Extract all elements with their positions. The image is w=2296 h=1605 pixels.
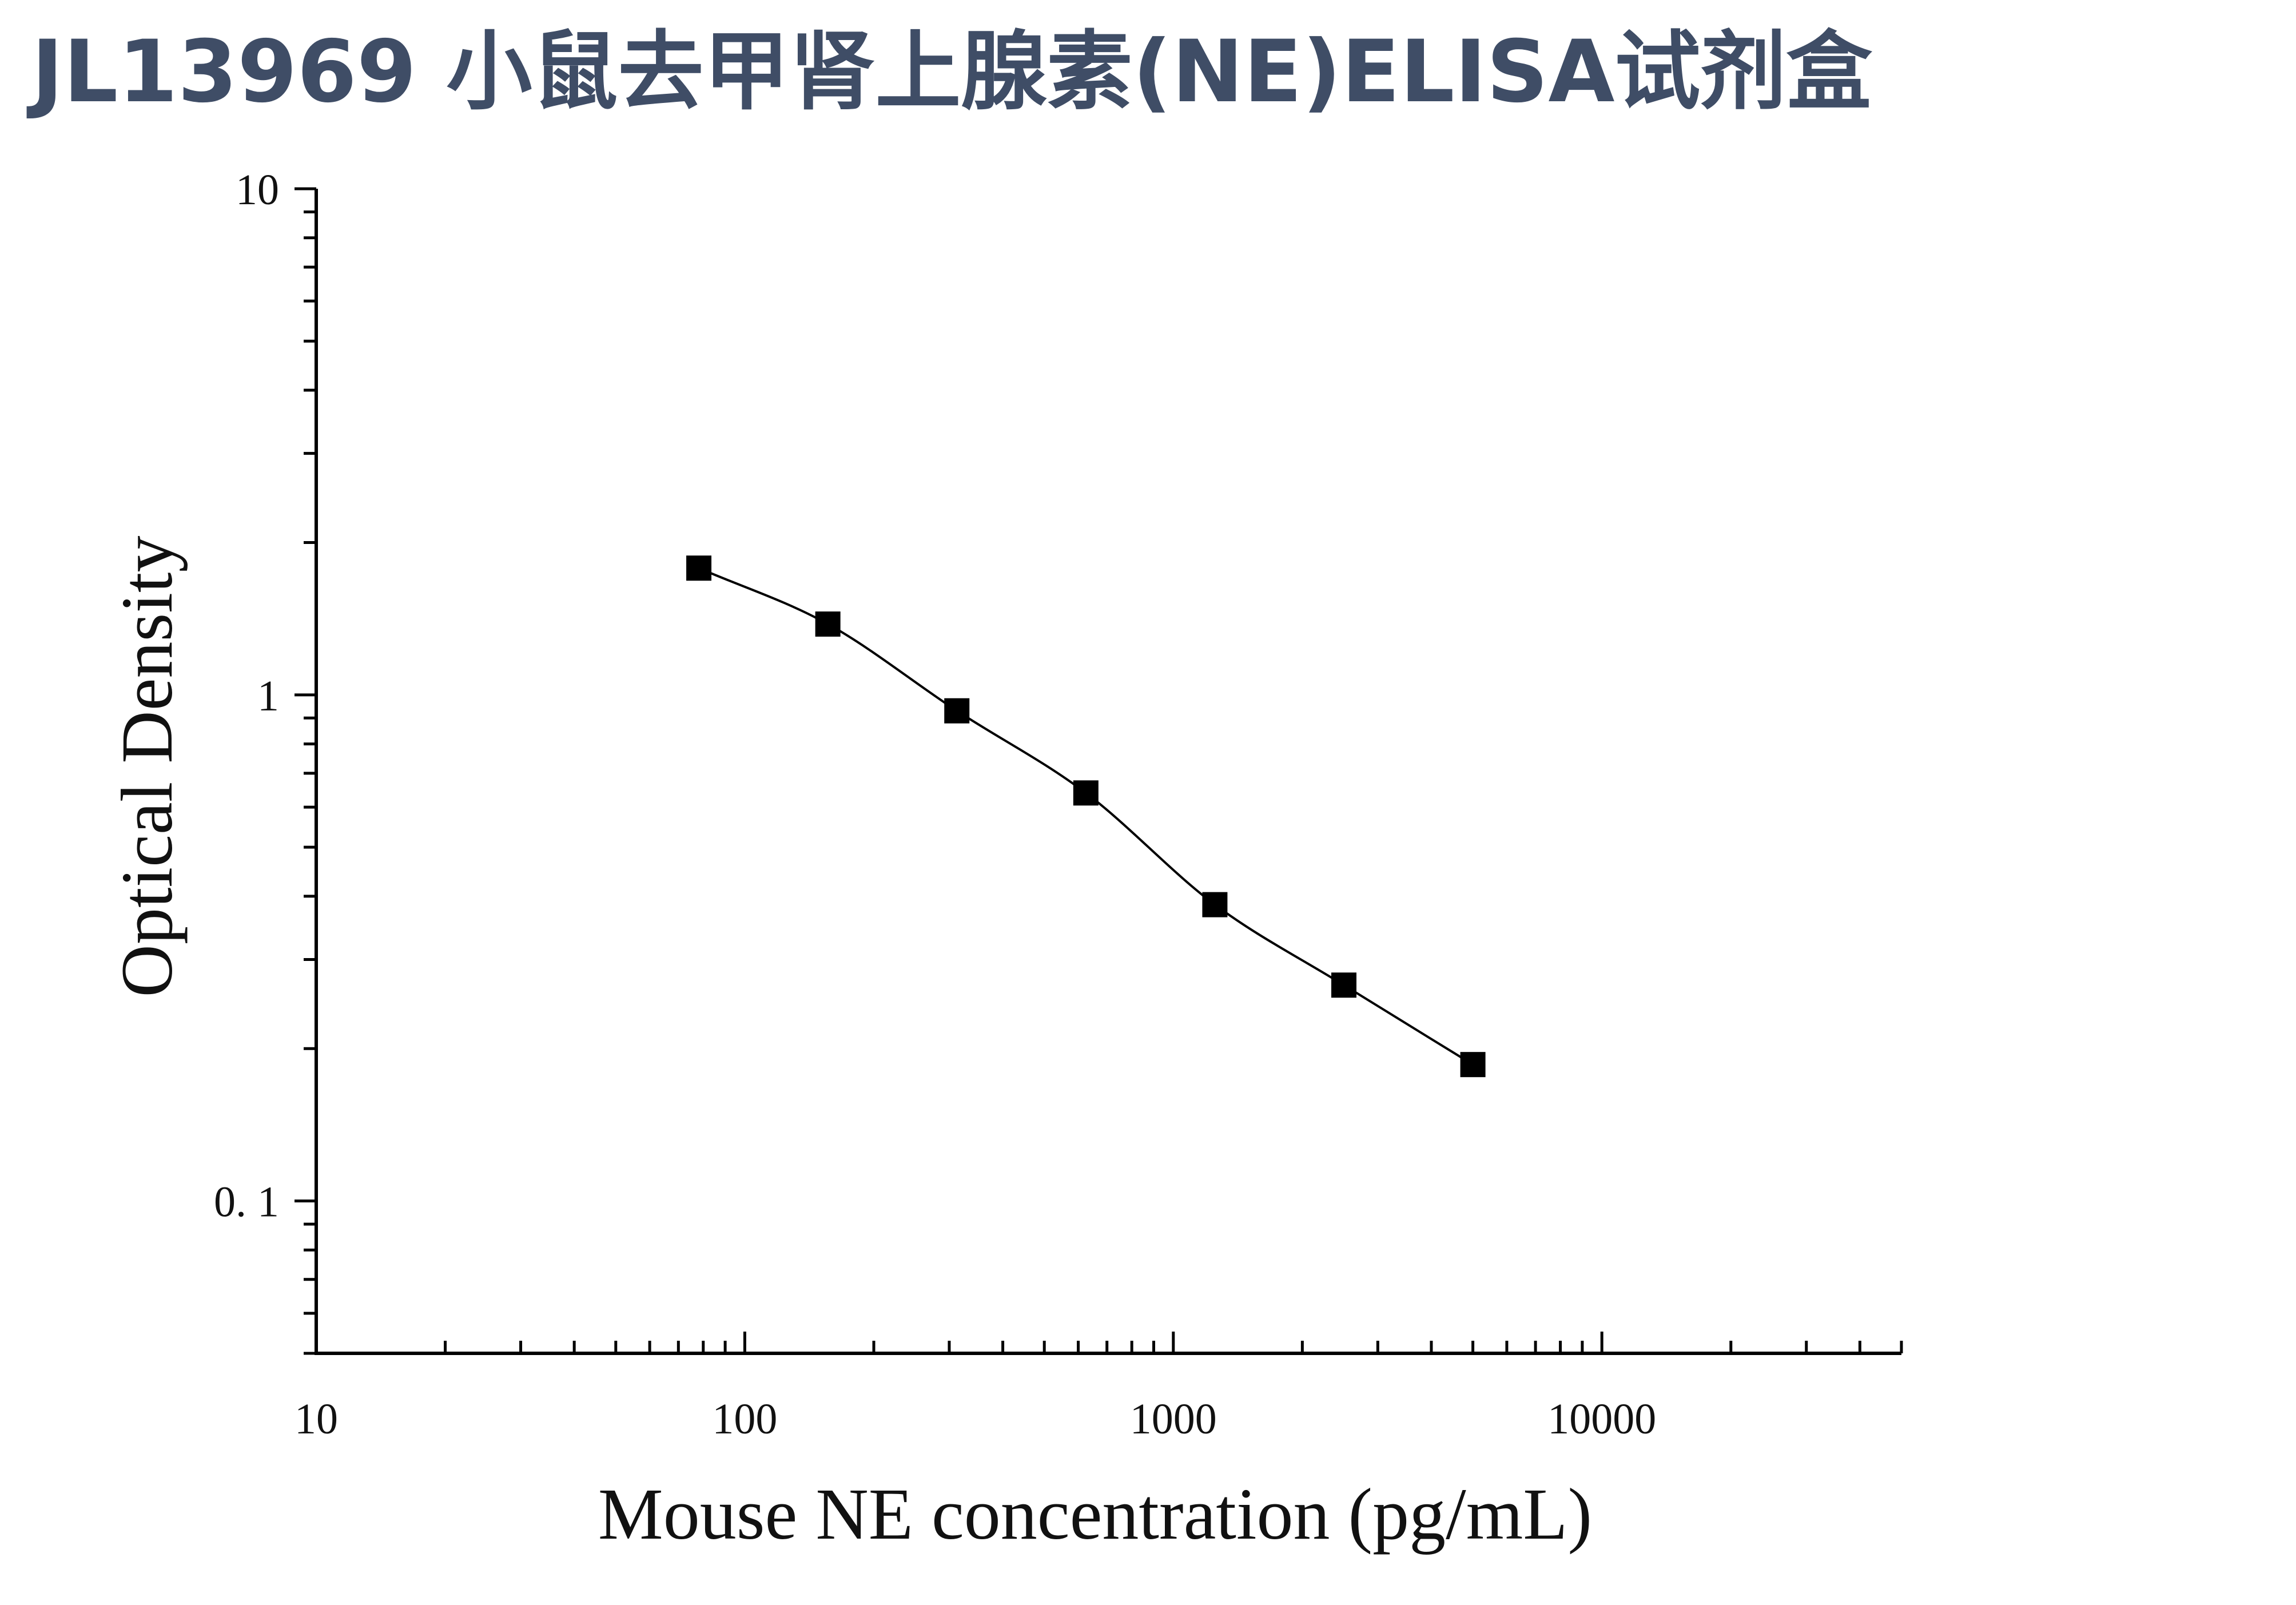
y-tick-label: 1	[257, 672, 279, 720]
data-point	[1073, 780, 1099, 806]
data-point	[686, 555, 712, 581]
data-point	[815, 611, 841, 637]
x-tick-label: 10000	[1547, 1395, 1656, 1443]
data-points	[686, 555, 1486, 1078]
y-tick-label: 0. 1	[214, 1178, 279, 1226]
x-tick-label: 100	[712, 1395, 777, 1443]
data-point	[1331, 972, 1357, 998]
x-tick-labels: 10 100 1000 10000	[295, 1395, 1656, 1443]
x-tick-label: 1000	[1130, 1395, 1217, 1443]
y-axis-label: Optical Density	[106, 536, 188, 998]
data-point	[944, 698, 970, 724]
fit-curve	[698, 567, 1474, 1066]
x-tick-label: 10	[295, 1395, 338, 1443]
y-tick-label: 10	[236, 166, 279, 214]
x-axis-label: Mouse NE concentration (pg/mL)	[598, 1473, 1592, 1555]
data-point	[1202, 892, 1228, 917]
axes	[295, 187, 1903, 1355]
page-title: JL13969 小鼠去甲肾上腺素(NE)ELISA试剂盒	[31, 22, 1872, 122]
data-point	[1460, 1052, 1486, 1078]
y-tick-labels: 0. 1 1 10	[214, 166, 279, 1226]
